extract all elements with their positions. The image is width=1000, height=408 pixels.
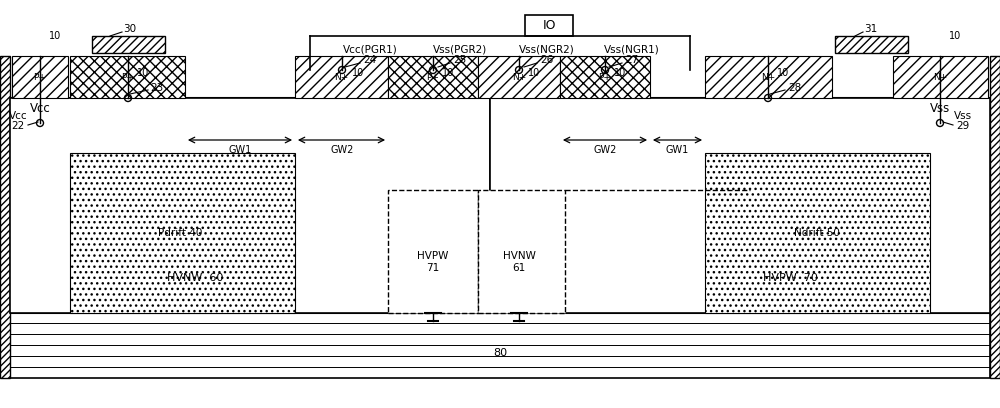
Text: Vss(NGR1): Vss(NGR1) (604, 45, 660, 55)
Bar (12, 56, 68, 98)
Bar (893, 56, 988, 98)
Text: Vcc: Vcc (9, 111, 27, 121)
Text: Vss(NGR2): Vss(NGR2) (519, 45, 575, 55)
Text: IO: IO (542, 19, 556, 32)
Text: Vcc: Vcc (30, 102, 50, 115)
Text: GW1: GW1 (228, 145, 252, 155)
Text: 31: 31 (864, 24, 878, 34)
Text: 28: 28 (788, 83, 802, 93)
Text: 22: 22 (11, 121, 25, 131)
Text: P+: P+ (427, 73, 439, 82)
Text: P+: P+ (34, 73, 46, 82)
Text: GW2: GW2 (330, 145, 354, 155)
Text: HVPW: HVPW (417, 251, 449, 261)
Bar (70, 56, 185, 98)
Text: Vss(PGR2): Vss(PGR2) (433, 45, 487, 55)
Text: N+: N+ (933, 73, 948, 82)
Text: 10: 10 (528, 68, 540, 78)
Bar (388, 56, 478, 98)
Text: 29: 29 (956, 121, 970, 131)
Text: N+: N+ (761, 73, 776, 82)
Bar (295, 56, 388, 98)
Bar (525, 15, 573, 36)
Text: GW2: GW2 (593, 145, 617, 155)
Text: 10: 10 (777, 68, 789, 78)
Bar (705, 56, 832, 98)
Text: 10: 10 (442, 68, 454, 78)
Text: 10: 10 (949, 31, 961, 41)
Text: 61: 61 (512, 263, 526, 273)
Text: Ndrift 50: Ndrift 50 (794, 228, 840, 238)
Bar (490, 98, 990, 313)
Bar (560, 56, 650, 98)
Text: 71: 71 (426, 263, 440, 273)
Text: GW1: GW1 (665, 145, 689, 155)
Text: HVNW: HVNW (503, 251, 535, 261)
Text: 23: 23 (150, 83, 164, 93)
Text: 27: 27 (625, 55, 639, 65)
Text: 10: 10 (614, 68, 626, 78)
Text: 80: 80 (493, 348, 507, 358)
Text: 10: 10 (352, 68, 364, 78)
Text: Vcc(PGR1): Vcc(PGR1) (343, 45, 397, 55)
Bar (835, 36, 908, 53)
Text: HVNW  60: HVNW 60 (167, 273, 223, 283)
Bar (478, 190, 565, 313)
Bar (388, 190, 478, 313)
Text: Vss: Vss (954, 111, 972, 121)
Bar (705, 153, 930, 313)
Bar (92, 36, 165, 53)
Text: 10: 10 (137, 68, 149, 78)
Text: N+: N+ (334, 73, 349, 82)
Bar (10, 98, 490, 313)
Bar (70, 153, 295, 313)
Text: Vss: Vss (930, 102, 950, 115)
Bar (0, 56, 10, 378)
Text: 30: 30 (123, 24, 137, 34)
Text: P+: P+ (121, 73, 134, 82)
Text: 26: 26 (540, 55, 554, 65)
Bar (10, 313, 990, 378)
Text: HVPW  70: HVPW 70 (763, 273, 817, 283)
Text: 25: 25 (453, 55, 467, 65)
Text: P+: P+ (599, 73, 611, 82)
Bar (990, 56, 1000, 378)
Text: Pdrift 40: Pdrift 40 (158, 228, 202, 238)
Text: N+: N+ (512, 73, 526, 82)
Text: 24: 24 (363, 55, 377, 65)
Text: 10: 10 (49, 31, 61, 41)
Bar (478, 56, 560, 98)
Bar (10, 98, 990, 313)
